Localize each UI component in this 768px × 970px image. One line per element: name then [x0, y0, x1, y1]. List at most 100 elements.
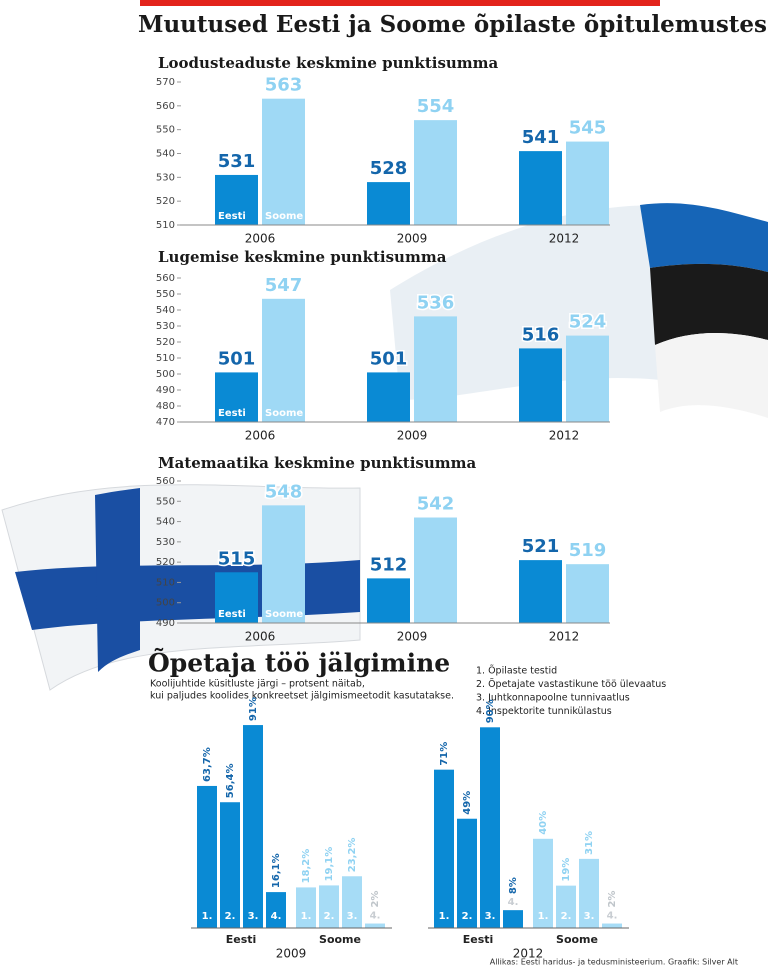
x-tick-label: 2006 [245, 630, 276, 644]
y-tick-label: 490 [156, 618, 175, 629]
bar [215, 572, 258, 623]
bar-label: 2. [225, 911, 236, 922]
y-tick-label: 500 [156, 369, 175, 380]
bar [367, 372, 410, 422]
value-label: 31% [584, 831, 595, 855]
bar [519, 348, 562, 422]
value-label: 563 [265, 75, 303, 96]
value-label: 91% [248, 697, 259, 721]
value-label: 90% [485, 699, 496, 723]
flag-et-black [650, 263, 768, 345]
x-tick-label: 2012 [549, 232, 580, 246]
value-label: 548 [265, 481, 303, 502]
bar-label: 1. [538, 911, 549, 922]
bar-label: 1. [301, 911, 312, 922]
value-label: 16,1% [271, 853, 282, 888]
bar-label: 4. [271, 911, 282, 922]
bar [519, 151, 562, 225]
value-label: 19% [561, 858, 572, 882]
value-label: 501 [370, 348, 408, 369]
bar [197, 785, 217, 928]
flag-fi-vband [95, 488, 140, 672]
series-label: Soome [319, 933, 361, 946]
y-tick-label: 540 [156, 305, 175, 316]
y-tick-label: 530 [156, 537, 175, 548]
bar-label: 3. [347, 911, 358, 922]
flag-et-white [655, 333, 768, 418]
legend-item: 3. Juhtkonnapoolne tunnivaatlus [476, 693, 630, 704]
bar-label: 4. [370, 911, 381, 922]
group-label: 2012 [513, 947, 544, 961]
page-title: Muutused Eesti ja Soome õpilaste õpitule… [138, 11, 767, 38]
bar [296, 887, 316, 928]
bar-label: 3. [584, 911, 595, 922]
bar [434, 769, 454, 928]
y-tick-label: 520 [156, 196, 175, 207]
bar [533, 838, 553, 928]
red-bar [140, 0, 660, 6]
value-label: 521 [522, 536, 560, 557]
legend-label: Eesti [218, 211, 246, 222]
subtitle: Koolijuhtide küsitluste järgi – protsent… [150, 679, 365, 690]
y-tick-label: 510 [156, 353, 175, 364]
value-label: 501 [218, 348, 256, 369]
legend-label: Eesti [218, 408, 246, 419]
x-tick-label: 2009 [397, 429, 428, 443]
value-label: 524 [569, 312, 607, 333]
bar-label: 1. [202, 911, 213, 922]
series-label: Eesti [226, 933, 257, 946]
value-label: 71% [439, 742, 450, 766]
value-label: 528 [370, 158, 408, 179]
value-label: 531 [218, 151, 256, 172]
bar [579, 858, 599, 928]
source: Allikas: Eesti haridus- ja tedusministee… [490, 958, 738, 967]
y-tick-label: 550 [156, 496, 175, 507]
value-label: 2% [370, 891, 381, 908]
y-tick-label: 480 [156, 401, 175, 412]
bar [503, 910, 523, 928]
x-tick-label: 2012 [549, 429, 580, 443]
x-tick-label: 2006 [245, 429, 276, 443]
value-label: 2% [607, 891, 618, 908]
y-tick-label: 560 [156, 476, 175, 487]
x-tick-label: 2009 [397, 232, 428, 246]
bar [367, 182, 410, 225]
subtitle: kui paljudes koolides konkreetset jälgim… [150, 691, 454, 702]
y-tick-label: 520 [156, 337, 175, 348]
y-tick-label: 550 [156, 125, 175, 136]
y-tick-label: 550 [156, 289, 175, 300]
bar-label: 2. [324, 911, 335, 922]
legend-label: Eesti [218, 609, 246, 620]
value-label: 512 [370, 554, 408, 575]
chart-title: Õpetaja töö jälgimine [148, 649, 450, 678]
value-label: 49% [462, 791, 473, 815]
bar-label: 4. [607, 911, 618, 922]
y-tick-label: 510 [156, 220, 175, 231]
chart-title: Matemaatika keskmine punktisumma [158, 454, 476, 472]
bar [556, 885, 576, 928]
bar [319, 885, 339, 928]
value-label: 542 [417, 494, 455, 515]
bar [480, 727, 500, 928]
value-label: 40% [538, 811, 549, 835]
legend-item: 2. Õpetajate vastastikune töö ülevaatus [476, 678, 666, 690]
bar [414, 120, 457, 225]
bar [457, 818, 477, 928]
bar-label: 3. [485, 911, 496, 922]
y-tick-label: 510 [156, 577, 175, 588]
value-label: 536 [417, 292, 455, 313]
bar [365, 923, 385, 928]
y-tick-label: 570 [156, 77, 175, 88]
x-tick-label: 2006 [245, 232, 276, 246]
value-label: 23,2% [347, 838, 358, 873]
y-tick-label: 490 [156, 385, 175, 396]
value-label: 554 [417, 96, 455, 117]
bar [215, 372, 258, 422]
bar [262, 298, 305, 422]
chart-title: Loodusteaduste keskmine punktisumma [158, 54, 499, 72]
bar [414, 517, 457, 623]
bar [602, 923, 622, 928]
bar [566, 335, 609, 422]
value-label: 541 [522, 127, 560, 148]
